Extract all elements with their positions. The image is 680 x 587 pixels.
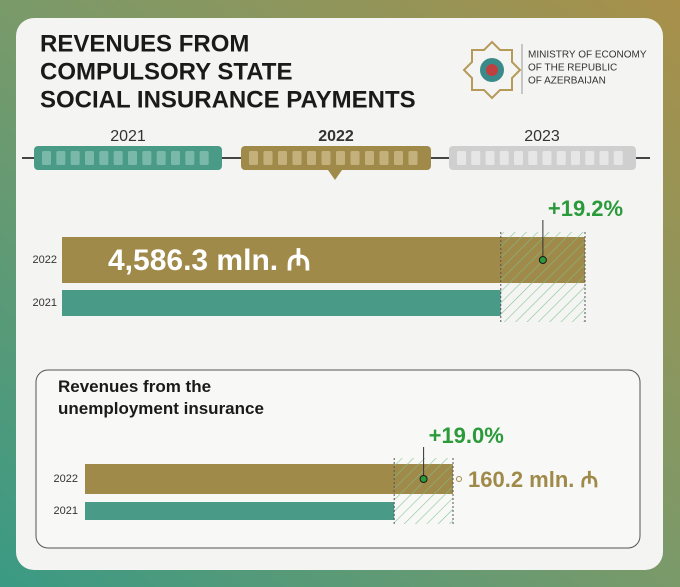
title-line: REVENUES FROM	[40, 30, 249, 57]
value-label: 160.2 mln. ₼	[468, 467, 598, 492]
timeline-tick	[171, 151, 180, 165]
timeline-tick	[585, 151, 595, 165]
value-label: 4,586.3 mln. ₼	[108, 244, 311, 277]
subchart-title: Revenues from the unemployment insurance	[58, 377, 264, 418]
timeline-tick	[249, 151, 258, 165]
timeline-tick	[499, 151, 509, 165]
timeline-pointer	[328, 170, 342, 180]
title-line: SOCIAL INSURANCE PAYMENTS	[40, 86, 416, 113]
category-label: 2022	[33, 254, 57, 266]
timeline-tick	[613, 151, 623, 165]
timeline-tick	[156, 151, 166, 165]
ministry-line: OF AZERBAIJAN	[528, 76, 606, 87]
timeline-tick	[185, 151, 195, 165]
logo	[462, 40, 523, 100]
timeline-year: 2022	[318, 128, 354, 145]
subchart-frame	[35, 369, 641, 549]
annotation: +19.0%	[429, 423, 504, 448]
timeline-tick	[571, 151, 580, 165]
bar	[62, 290, 501, 316]
ministry-line: MINISTRY OF ECONOMY	[528, 50, 647, 61]
timeline-tick	[307, 151, 316, 165]
timeline-tick	[42, 151, 51, 165]
timeline-tick	[321, 151, 331, 165]
timeline-tick	[336, 151, 345, 165]
category-label: 2022	[54, 473, 78, 485]
timeline-tick	[199, 151, 209, 165]
category-label: 2021	[33, 297, 57, 309]
timeline-tick	[379, 151, 389, 165]
timeline-tick	[85, 151, 94, 165]
timeline-tick	[528, 151, 538, 165]
annotation-dot	[419, 475, 428, 483]
ministry-line: OF THE REPUBLIC	[528, 63, 617, 74]
label-dot	[456, 476, 462, 482]
timeline-tick	[113, 151, 123, 165]
timeline-tick	[70, 151, 80, 165]
title-line: COMPULSORY STATE	[40, 58, 292, 85]
timeline-tick	[556, 151, 566, 165]
timeline-tick	[542, 151, 552, 165]
timeline-tick	[599, 151, 609, 165]
timeline-tick	[128, 151, 137, 165]
timeline-tick	[471, 151, 481, 165]
timeline-tick	[394, 151, 403, 165]
timeline-year: 2023	[524, 128, 560, 145]
timeline-tick	[514, 151, 523, 165]
annotation: +19.2%	[548, 196, 623, 221]
timeline-tick	[350, 151, 360, 165]
timeline-year: 2021	[110, 128, 146, 145]
timeline-tick	[263, 151, 273, 165]
bar	[85, 464, 453, 494]
timeline-tick	[408, 151, 418, 165]
category-label: 2021	[54, 505, 78, 517]
timeline-tick	[457, 151, 466, 165]
bar	[62, 237, 585, 283]
timeline-tick	[142, 151, 152, 165]
timeline-tick	[56, 151, 66, 165]
bar	[85, 502, 395, 520]
timeline-tick	[485, 151, 495, 165]
timeline-tick	[365, 151, 374, 165]
annotation-dot	[538, 256, 547, 264]
timeline-tick	[292, 151, 302, 165]
timeline-tick	[278, 151, 287, 165]
timeline-tick	[99, 151, 109, 165]
